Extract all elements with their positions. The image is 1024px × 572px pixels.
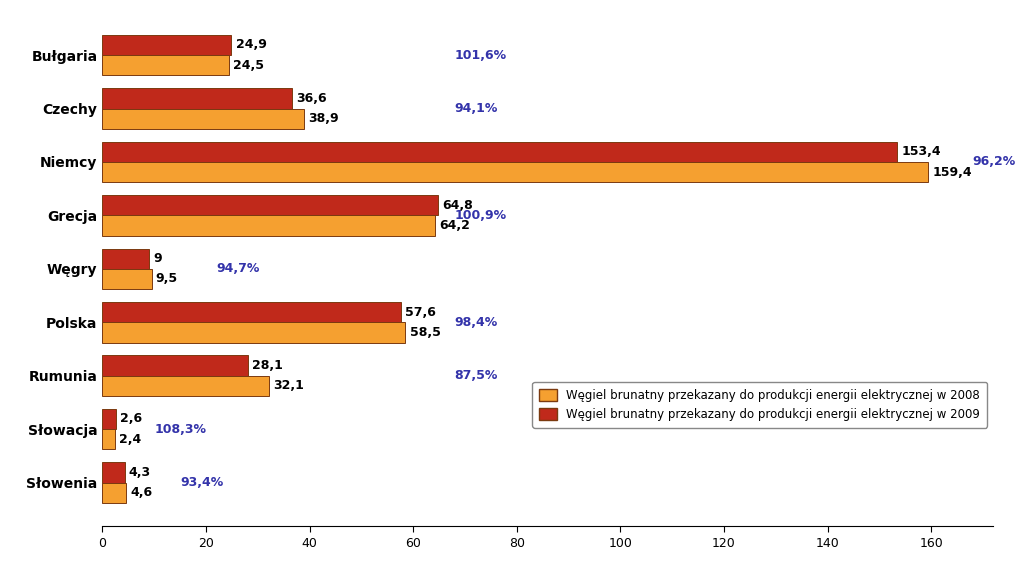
Text: 153,4: 153,4	[901, 145, 941, 158]
Text: 94,1%: 94,1%	[455, 102, 498, 115]
Text: 64,8: 64,8	[442, 198, 473, 212]
Text: 9,5: 9,5	[156, 272, 178, 285]
Bar	[102, 109, 304, 129]
Text: 57,6: 57,6	[404, 305, 436, 319]
Text: 4,3: 4,3	[129, 466, 151, 479]
Text: 2,6: 2,6	[120, 412, 142, 426]
Text: 94,7%: 94,7%	[216, 263, 260, 275]
Text: 108,3%: 108,3%	[155, 423, 206, 436]
Bar	[102, 409, 116, 429]
Text: 24,9: 24,9	[236, 38, 266, 51]
Text: 58,5: 58,5	[410, 326, 440, 339]
Text: 159,4: 159,4	[932, 166, 972, 178]
Bar	[102, 462, 125, 483]
Text: 2,4: 2,4	[119, 433, 141, 446]
Bar	[102, 216, 435, 236]
Text: 38,9: 38,9	[308, 112, 339, 125]
Text: 28,1: 28,1	[252, 359, 283, 372]
Bar	[102, 249, 150, 269]
Bar	[102, 162, 928, 182]
Bar	[102, 322, 406, 343]
Legend: Węgiel brunatny przekazany do produkcji energii elektrycznej w 2008, Węgiel brun: Węgiel brunatny przekazany do produkcji …	[532, 382, 987, 428]
Bar	[102, 88, 292, 109]
Text: 24,5: 24,5	[233, 59, 264, 72]
Text: 36,6: 36,6	[296, 92, 327, 105]
Bar	[102, 483, 126, 503]
Bar	[102, 429, 115, 450]
Text: 100,9%: 100,9%	[455, 209, 507, 222]
Text: 93,4%: 93,4%	[180, 476, 223, 489]
Bar	[102, 195, 438, 216]
Text: 4,6: 4,6	[130, 486, 153, 499]
Text: 87,5%: 87,5%	[455, 369, 498, 382]
Bar	[102, 302, 400, 322]
Bar	[102, 376, 268, 396]
Bar	[102, 55, 229, 76]
Bar	[102, 142, 897, 162]
Text: 98,4%: 98,4%	[455, 316, 498, 329]
Text: 32,1: 32,1	[272, 379, 304, 392]
Text: 96,2%: 96,2%	[973, 156, 1016, 169]
Text: 64,2: 64,2	[439, 219, 470, 232]
Text: 101,6%: 101,6%	[455, 49, 507, 62]
Bar	[102, 35, 231, 55]
Bar	[102, 355, 248, 376]
Text: 9: 9	[154, 252, 162, 265]
Bar	[102, 269, 152, 289]
